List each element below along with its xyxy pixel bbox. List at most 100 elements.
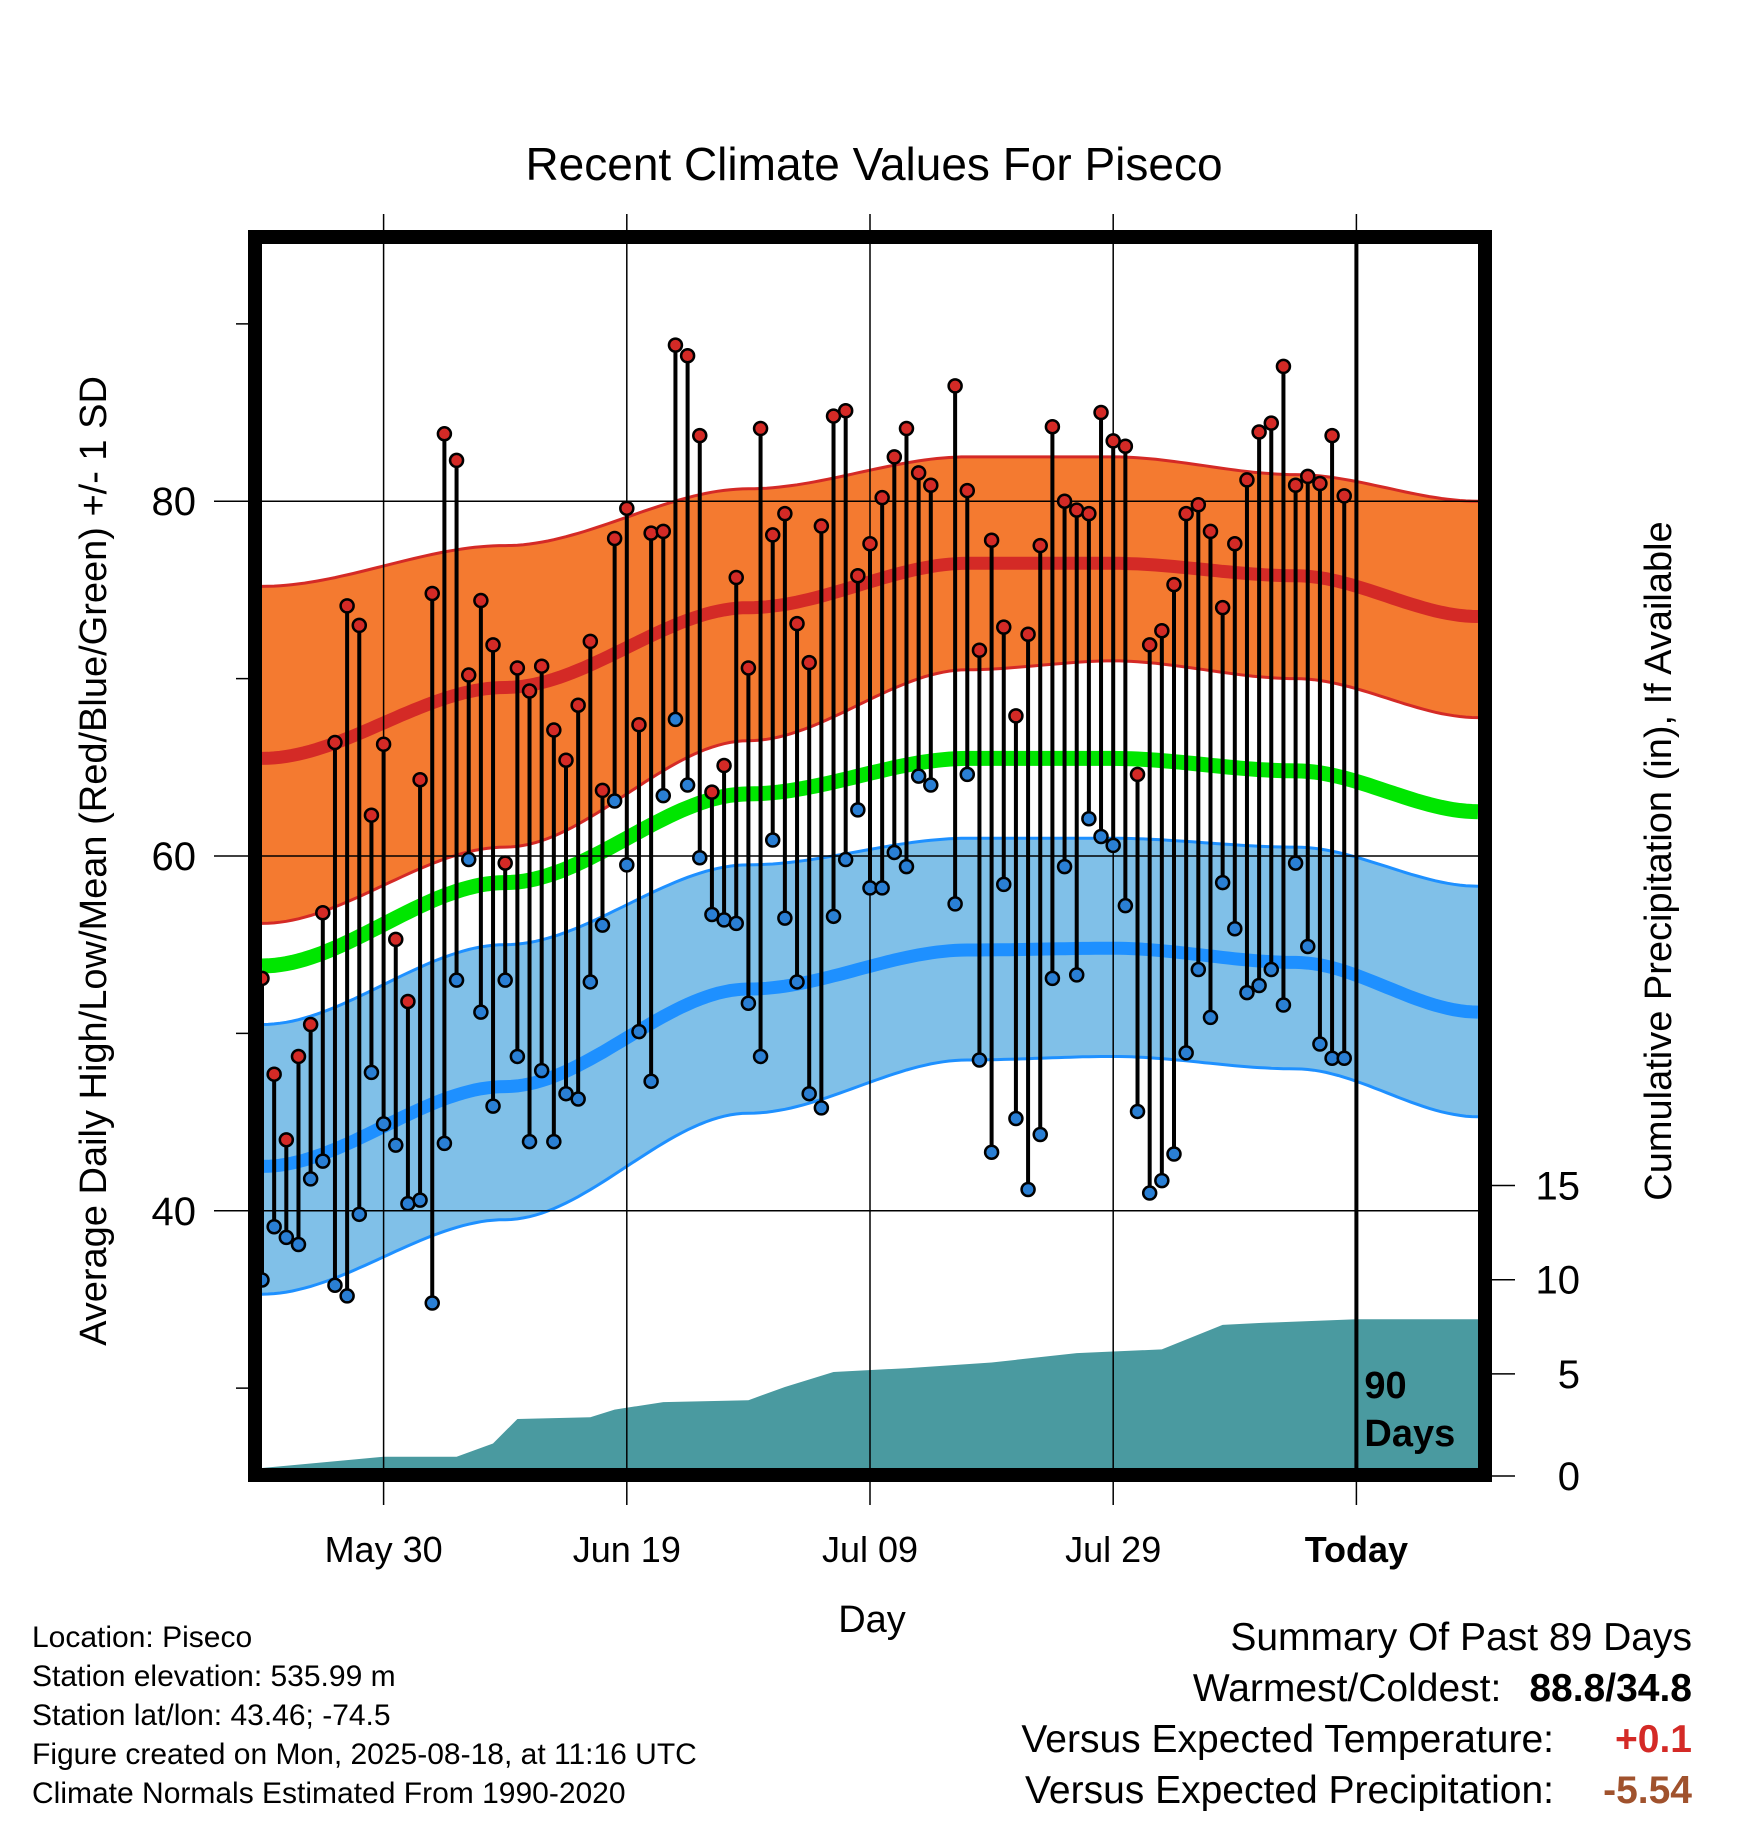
daily-low-point	[704, 906, 720, 923]
daily-high-point	[327, 734, 343, 751]
daily-low-point	[740, 995, 757, 1011]
daily-low-point	[692, 850, 708, 866]
daily-low-point	[521, 1133, 538, 1150]
daily-high-point	[667, 337, 684, 353]
daily-low-point	[315, 1153, 331, 1169]
daily-high-point	[983, 532, 1000, 548]
y2-tick-label: 5	[1558, 1353, 1580, 1397]
daily-high-point	[1105, 433, 1121, 449]
precip-value: -5.54	[1603, 1769, 1692, 1812]
daily-low-point	[1287, 855, 1304, 871]
daily-high-point	[947, 378, 963, 394]
daily-low-point	[1178, 1045, 1194, 1061]
daily-low-point	[412, 1192, 428, 1208]
daily-high-point	[1239, 472, 1255, 488]
daily-high-point	[412, 771, 428, 788]
daily-high-point	[1166, 576, 1182, 593]
daily-low-point	[789, 974, 805, 990]
daily-high-point	[1141, 637, 1158, 653]
daily-low-point	[1312, 1036, 1328, 1052]
daily-high-point	[1081, 505, 1097, 522]
x-tick-label: Jun 19	[573, 1529, 681, 1570]
daily-high-point	[302, 1016, 319, 1033]
daily-high-point	[1300, 468, 1316, 485]
daily-high-point	[1202, 523, 1219, 540]
daily-low-point	[764, 832, 781, 848]
daily-low-point	[947, 896, 963, 912]
y-tick-label: 60	[152, 835, 197, 879]
daily-low-point	[290, 1236, 307, 1253]
daily-high-point	[1044, 418, 1061, 435]
summary-panel: Summary Of Past 89 Days Warmest/Coldest:…	[1021, 1612, 1692, 1816]
daily-high-point	[1020, 626, 1036, 643]
daily-high-point	[546, 722, 562, 738]
daily-high-point	[375, 736, 392, 752]
daily-low-point	[1093, 828, 1109, 845]
daily-low-point	[850, 802, 866, 818]
daily-low-point	[533, 1062, 550, 1079]
daily-high-point	[424, 585, 440, 602]
daily-low-point	[813, 1100, 830, 1116]
daily-high-point	[971, 642, 988, 658]
daily-high-point	[631, 716, 647, 733]
daily-high-point	[825, 408, 842, 424]
summary-title: Summary Of Past 89 Days	[1021, 1612, 1692, 1663]
daily-high-point	[764, 527, 781, 543]
daily-high-point	[692, 427, 708, 444]
daily-low-point	[375, 1116, 392, 1132]
y-tick-label: 40	[152, 1190, 197, 1234]
daily-low-point	[971, 1052, 988, 1068]
daily-high-point	[460, 667, 477, 683]
y2-tick-label: 0	[1558, 1455, 1580, 1499]
daily-high-point	[1312, 475, 1328, 492]
station-info: Location: Piseco Station elevation: 535.…	[32, 1618, 697, 1813]
daily-low-point	[460, 851, 477, 868]
daily-high-point	[448, 452, 465, 469]
daily-low-point	[1020, 1181, 1036, 1198]
daily-high-point	[485, 637, 501, 653]
daily-high-point	[704, 784, 720, 800]
daily-low-point	[582, 974, 599, 990]
summary-temp-row: Versus Expected Temperature: +0.1	[1021, 1714, 1692, 1765]
info-created: Figure created on Mon, 2025-08-18, at 11…	[32, 1738, 697, 1771]
temp-value: +0.1	[1615, 1718, 1692, 1761]
info-latlon: Station lat/lon: 43.46; -74.5	[32, 1699, 391, 1732]
daily-low-point	[509, 1048, 526, 1065]
y2-tick-label: 10	[1536, 1259, 1581, 1303]
daily-high-point	[716, 757, 732, 774]
daily-low-point	[898, 858, 915, 875]
daily-high-point	[1287, 477, 1304, 494]
daily-high-point	[521, 683, 538, 699]
daily-high-point	[315, 905, 331, 921]
plot-area: 90 Days May 30 Jun 19 Jul 09 Jul 29 Today 40 60 8…	[152, 214, 1581, 1570]
daily-low-point	[1032, 1126, 1048, 1143]
daily-high-point	[1251, 424, 1267, 440]
daily-high-point	[1190, 497, 1207, 513]
y2-tick-label: 15	[1536, 1165, 1581, 1209]
y-axis-label: Average Daily High/Low/Mean (Red/Blue/Gr…	[73, 376, 115, 1346]
daily-high-point	[1032, 537, 1048, 554]
x-tick-label: Jul 09	[822, 1529, 918, 1570]
daily-low-point	[1056, 858, 1073, 875]
daily-low-point	[910, 768, 927, 784]
daily-low-point	[1263, 961, 1280, 978]
daily-low-point	[1227, 920, 1243, 937]
daily-low-point	[837, 851, 854, 868]
daily-high-point	[400, 993, 416, 1010]
summary-warmest-row: Warmest/Coldest: 88.8/34.8	[1021, 1663, 1692, 1714]
info-normals: Climate Normals Estimated From 1990-2020	[32, 1777, 626, 1810]
daily-high-point	[509, 660, 526, 676]
daily-low-point	[1300, 938, 1316, 955]
daily-high-point	[923, 477, 939, 494]
daily-low-point	[1166, 1146, 1182, 1162]
daily-high-point	[679, 348, 696, 364]
daily-high-point	[813, 518, 830, 534]
daily-high-point	[789, 615, 805, 632]
daily-low-point	[1068, 967, 1085, 983]
daily-high-point	[339, 598, 355, 614]
daily-high-point	[1275, 358, 1292, 375]
daily-low-point	[996, 876, 1012, 893]
daily-low-point	[278, 1229, 295, 1246]
daily-low-point	[679, 777, 696, 793]
daily-high-point	[1056, 493, 1073, 509]
